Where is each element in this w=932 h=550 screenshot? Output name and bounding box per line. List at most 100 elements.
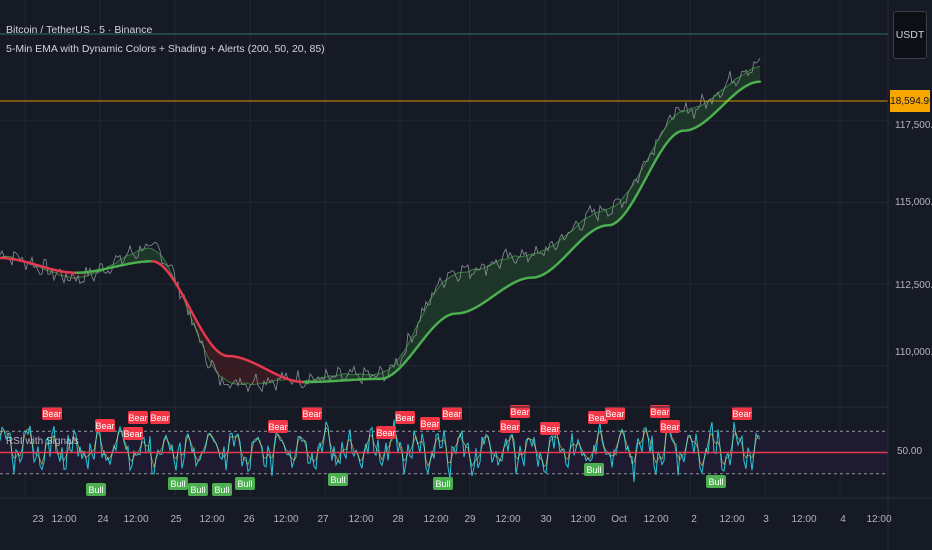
ema-fill-segment xyxy=(420,316,422,344)
bear-signal-tag-bg xyxy=(95,419,115,432)
ema-fill-segment xyxy=(378,373,380,379)
ema-fill-segment xyxy=(546,247,548,273)
ema-fill-segment xyxy=(422,312,424,342)
ema-fill-segment xyxy=(474,269,476,309)
ema-fill-segment xyxy=(548,247,550,272)
ema-fill-segment xyxy=(414,327,416,352)
bear-signal-tag-text: Bear xyxy=(150,413,169,423)
bear-signal-tag[interactable]: Bear xyxy=(123,427,143,440)
bear-signal-tag-bg xyxy=(268,420,288,433)
bear-signal-tag[interactable]: Bear xyxy=(732,407,752,420)
time-axis-label: 28 xyxy=(392,514,404,525)
ema-fill-segment xyxy=(248,360,250,385)
horizontal-lines xyxy=(0,33,888,102)
ema-fill-segment xyxy=(418,319,420,347)
ema-fill-segment xyxy=(436,288,438,325)
bear-signal-tag[interactable]: Bear xyxy=(95,419,115,432)
ema-fill-segment xyxy=(226,355,228,382)
ema-fill-segment xyxy=(542,250,544,276)
price-series xyxy=(0,58,761,393)
bear-signal-tag[interactable]: Bear xyxy=(150,411,170,424)
ema-fill-segment xyxy=(686,109,688,131)
symbol-title[interactable]: Bitcoin / TetherUS · 5 · Binance xyxy=(6,24,153,36)
bear-signal-tag[interactable]: Bear xyxy=(420,417,440,430)
ema-fill-segment xyxy=(508,257,510,287)
time-axis-label: 12:00 xyxy=(123,514,149,525)
bear-signal-tag-bg xyxy=(650,405,670,418)
ema-fill-segment xyxy=(750,68,752,84)
ema-fill-segment xyxy=(558,240,560,264)
ema-fill-segment xyxy=(506,258,508,288)
bear-signal-tag[interactable]: Bear xyxy=(588,411,608,424)
time-axis-label: 12:00 xyxy=(51,514,77,525)
bear-signal-tag-text: Bear xyxy=(95,421,114,431)
bear-signal-tag-text: Bear xyxy=(123,429,142,439)
ema-fill-segment xyxy=(450,275,452,315)
ema-fill-segment xyxy=(714,95,716,114)
ema-fill-segment xyxy=(530,254,532,278)
bear-signal-tag[interactable]: Bear xyxy=(510,405,530,418)
bull-signal-tag[interactable]: Bull xyxy=(706,475,726,488)
ema-fill-segment xyxy=(204,333,206,353)
bear-signal-tag[interactable]: Bear xyxy=(660,420,680,433)
bull-signal-tag[interactable]: Bull xyxy=(433,477,453,490)
ema-fill-segment xyxy=(730,82,732,99)
bear-signal-tag-text: Bear xyxy=(268,422,287,432)
bear-signal-tag[interactable]: Bear xyxy=(540,422,560,435)
currency-button[interactable]: USDT xyxy=(893,11,927,59)
ema-fill-segment xyxy=(430,296,432,332)
bear-signal-tag[interactable]: Bear xyxy=(128,411,148,424)
bear-signal-tag[interactable]: Bear xyxy=(605,407,625,420)
bear-signal-tag-text: Bear xyxy=(442,409,461,419)
bear-signal-tag[interactable]: Bear xyxy=(442,407,462,420)
ema-fill-segment xyxy=(552,244,554,269)
bear-signal-tag[interactable]: Bear xyxy=(395,411,415,424)
ema-fill-segment xyxy=(250,361,252,385)
ema-fill-segment xyxy=(510,257,512,285)
bull-signal-tag-text: Bull xyxy=(170,479,185,489)
bull-signal-tag[interactable]: Bull xyxy=(86,483,106,496)
ema-fill-segment xyxy=(738,76,740,92)
ema-fill-segment xyxy=(574,227,576,248)
price-axis-label: 110,000.00 xyxy=(895,347,932,358)
bear-signal-tag-bg xyxy=(395,411,415,424)
bear-signal-tag-text: Bear xyxy=(500,422,519,432)
ema-fill-segment xyxy=(684,110,686,131)
bull-signal-tag[interactable]: Bull xyxy=(212,483,232,496)
time-axis-label: 12:00 xyxy=(719,514,745,525)
ema-fill-segment xyxy=(664,126,666,147)
bull-signal-tag[interactable]: Bull xyxy=(584,463,604,476)
bull-signal-tag[interactable]: Bull xyxy=(328,473,348,486)
bear-signal-tag-bg xyxy=(540,422,560,435)
ema-fill-segment xyxy=(272,372,274,383)
bear-signal-tag[interactable]: Bear xyxy=(302,407,322,420)
bear-signal-tag[interactable]: Bear xyxy=(42,407,62,420)
bear-signal-tag[interactable]: Bear xyxy=(268,420,288,433)
bear-signal-tag[interactable]: Bear xyxy=(650,405,670,418)
bull-signal-tag-text: Bull xyxy=(237,479,252,489)
time-axis-label: 12:00 xyxy=(643,514,669,525)
indicator-title[interactable]: 5-Min EMA with Dynamic Colors + Shading … xyxy=(6,43,325,55)
ema-fill-segment xyxy=(440,283,442,322)
ema-fill-segment xyxy=(262,367,264,384)
ema-fill-segment xyxy=(670,118,672,140)
ema-fill-segment xyxy=(490,264,492,299)
bull-signal-tag[interactable]: Bull xyxy=(168,477,188,490)
ema-fill-segment xyxy=(402,351,404,366)
bull-signal-tag[interactable]: Bull xyxy=(235,477,255,490)
ema-fill-segment xyxy=(384,370,386,379)
rsi-panel-title[interactable]: RSI with Signals xyxy=(6,436,79,447)
ema-fill-segment xyxy=(672,116,674,137)
bull-signal-tag-bg xyxy=(328,473,348,486)
bull-signal-tag-bg xyxy=(235,477,255,490)
bull-signal-tag[interactable]: Bull xyxy=(188,483,208,496)
bear-signal-tag-bg xyxy=(510,405,530,418)
bear-signal-tag[interactable]: Bear xyxy=(376,426,396,439)
ema-fill-segment xyxy=(498,259,500,293)
bear-signal-tag[interactable]: Bear xyxy=(500,420,520,433)
ema-fill-segment xyxy=(696,106,698,128)
ema-fill-segment xyxy=(720,89,722,109)
ema-fill-segment xyxy=(478,268,480,307)
